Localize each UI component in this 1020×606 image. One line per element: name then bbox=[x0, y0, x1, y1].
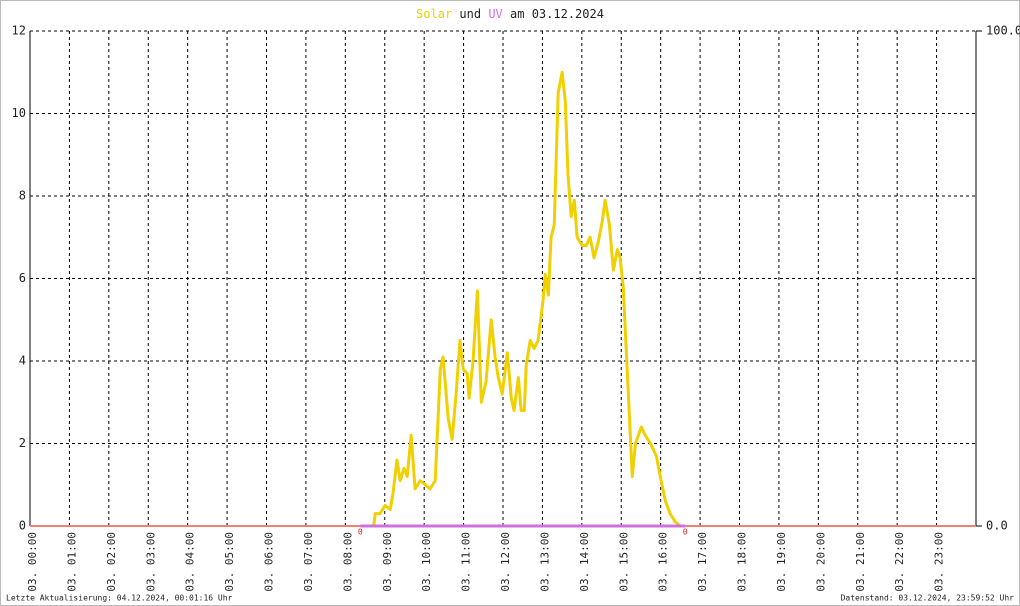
y2-tick-label: 0.0 bbox=[986, 519, 1008, 533]
x-tick-label: 03. 08:00 bbox=[341, 532, 354, 592]
x-tick-label: 03. 05:00 bbox=[223, 532, 236, 592]
x-tick-label: 03. 20:00 bbox=[814, 532, 827, 592]
footer-left: Letzte Aktualisierung: 04.12.2024, 00:01… bbox=[6, 594, 233, 603]
y-tick-label: 10 bbox=[12, 106, 26, 120]
x-tick-label: 03. 11:00 bbox=[460, 532, 473, 592]
x-tick-label: 03. 23:00 bbox=[933, 532, 946, 592]
x-tick-label: 03. 02:00 bbox=[105, 532, 118, 592]
footer-right: Datenstand: 03.12.2024, 23:59:52 Uhr bbox=[841, 594, 1015, 603]
series-line bbox=[372, 70, 682, 528]
x-tick-label: 03. 15:00 bbox=[617, 532, 630, 592]
title-solar: Solar bbox=[416, 7, 452, 21]
x-tick-label: 03. 01:00 bbox=[65, 532, 78, 592]
title-end: am 03.12.2024 bbox=[510, 7, 604, 21]
y-tick-label: 4 bbox=[19, 354, 26, 368]
y2-tick-label: 100.0 bbox=[986, 24, 1020, 38]
x-tick-label: 03. 13:00 bbox=[538, 532, 551, 592]
x-tick-label: 03. 07:00 bbox=[302, 532, 315, 592]
x-tick-label: 03. 00:00 bbox=[26, 532, 39, 592]
x-tick-label: 03. 16:00 bbox=[657, 532, 670, 592]
x-tick-label: 03. 06:00 bbox=[263, 532, 276, 592]
title-middle: und bbox=[459, 7, 481, 21]
x-tick-label: 03. 09:00 bbox=[381, 532, 394, 592]
y-tick-label: 12 bbox=[12, 24, 26, 38]
annotation: 0 bbox=[358, 528, 363, 537]
x-tick-label: 03. 18:00 bbox=[736, 532, 749, 592]
x-tick-label: 03. 10:00 bbox=[420, 532, 433, 592]
x-tick-label: 03. 17:00 bbox=[696, 532, 709, 592]
title-uv: UV bbox=[488, 7, 502, 21]
x-tick-label: 03. 19:00 bbox=[775, 532, 788, 592]
x-tick-label: 03. 14:00 bbox=[578, 532, 591, 592]
x-tick-label: 03. 04:00 bbox=[184, 532, 197, 592]
x-tick-label: 03. 21:00 bbox=[854, 532, 867, 592]
y-tick-label: 8 bbox=[19, 189, 26, 203]
annotation: 0 bbox=[683, 528, 688, 537]
x-tick-label: 03. 03:00 bbox=[144, 532, 157, 592]
x-tick-label: 03. 12:00 bbox=[499, 532, 512, 592]
y-tick-label: 2 bbox=[19, 436, 26, 450]
y-tick-label: 6 bbox=[19, 271, 26, 285]
x-tick-label: 03. 22:00 bbox=[893, 532, 906, 592]
chart-title: Solar und UV am 03.12.2024 bbox=[416, 7, 604, 21]
y-tick-label: 0 bbox=[19, 519, 26, 533]
